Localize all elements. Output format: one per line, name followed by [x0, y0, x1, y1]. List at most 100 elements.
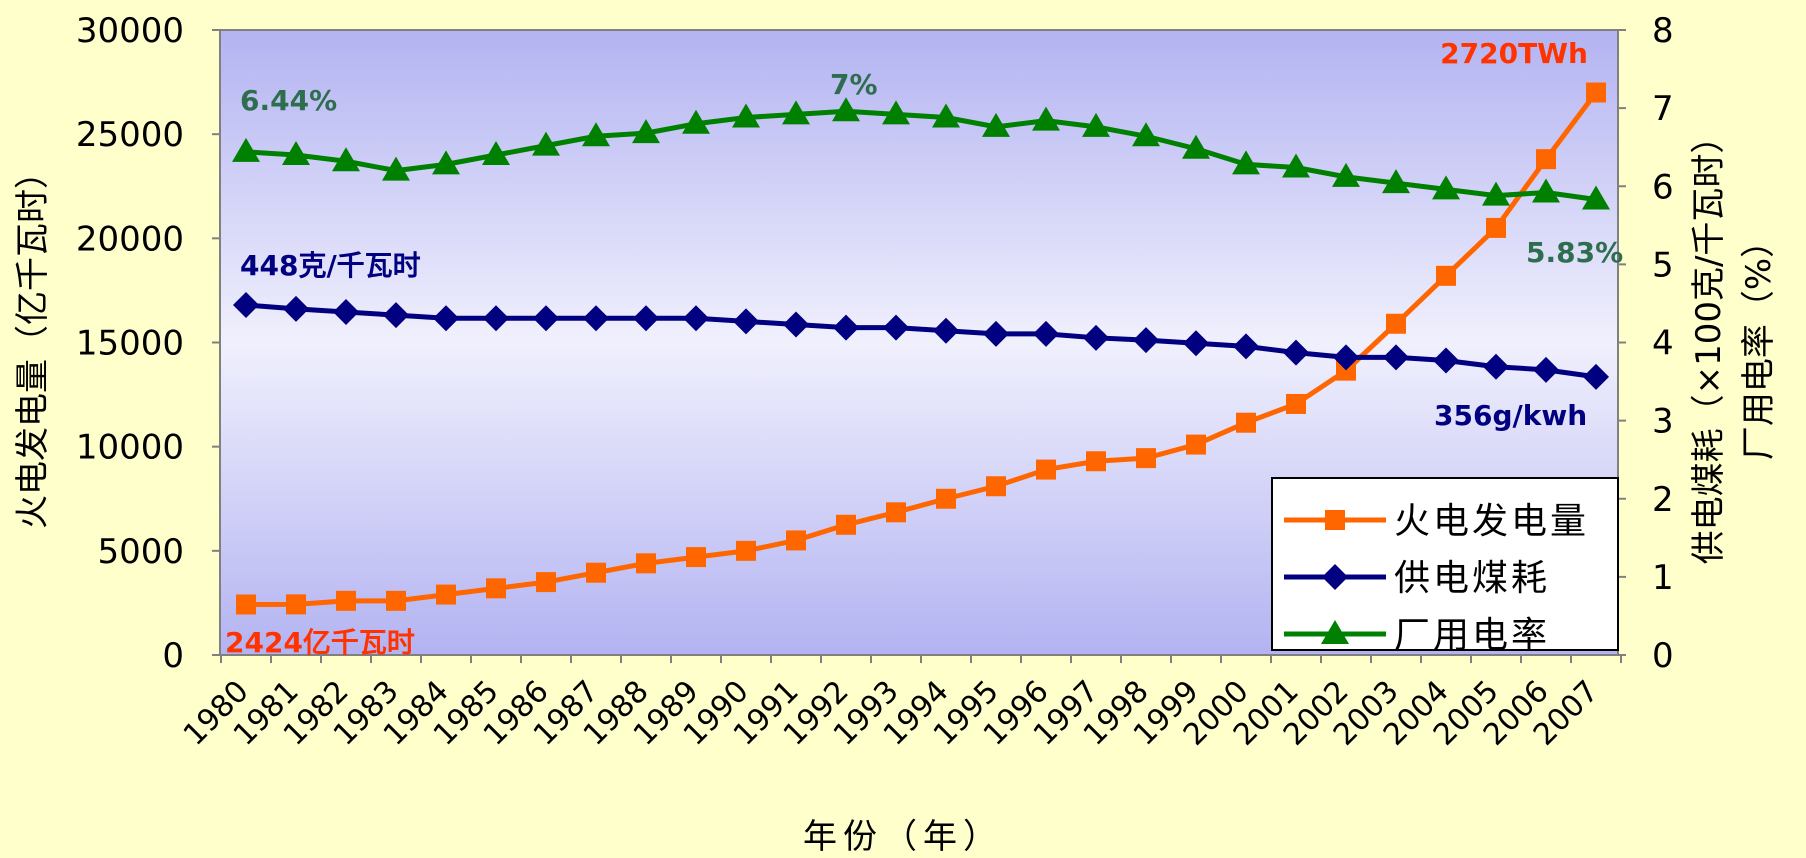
data-point [782, 100, 810, 125]
data-point [1386, 313, 1406, 334]
data-point [633, 305, 659, 332]
data-point [583, 305, 609, 332]
data-point [1232, 150, 1260, 175]
y-right-tick-label: 7 [1652, 89, 1674, 129]
data-point [836, 514, 856, 535]
data-point [283, 295, 309, 322]
annotation-layer: 6.44% 7% 5.83% 448克/千瓦时 356g/kwh 2424亿千瓦时 2720… [225, 37, 1623, 659]
data-point [483, 305, 509, 332]
data-point [432, 150, 460, 175]
data-point [1582, 185, 1610, 210]
data-point [1533, 356, 1559, 383]
annotation-label: 356g/kwh [1434, 399, 1587, 432]
data-point [833, 314, 859, 341]
data-point [1286, 393, 1306, 414]
data-point [233, 292, 259, 318]
data-point [1536, 149, 1556, 170]
y-left-tick-label: 30000 [76, 11, 184, 51]
data-point [1086, 451, 1106, 472]
y-left-tick-label: 5000 [97, 532, 184, 572]
data-point [1283, 339, 1309, 366]
data-point [1383, 344, 1409, 371]
data-point [486, 578, 506, 599]
data-point [1532, 178, 1560, 203]
data-point [1483, 353, 1509, 380]
series-triangle [232, 97, 1610, 210]
data-point [982, 112, 1010, 137]
data-point [482, 141, 510, 165]
axes: 1980198119821983198419851986198719881989… [13, 11, 1779, 857]
data-point [936, 488, 956, 509]
series-line [245, 302, 1597, 380]
data-point [1132, 122, 1160, 147]
data-point [683, 305, 709, 332]
data-point [1233, 333, 1259, 360]
data-point [632, 119, 660, 144]
data-point [682, 109, 710, 134]
data-point [1236, 412, 1256, 433]
data-point [236, 594, 256, 615]
data-point [686, 547, 706, 568]
data-point [786, 530, 806, 551]
data-point [232, 137, 260, 162]
data-point [1136, 448, 1156, 469]
data-point [532, 131, 560, 156]
y-left-axis-title: 火电发电量（亿千瓦时） [13, 155, 53, 529]
data-point [1186, 434, 1206, 455]
data-point [886, 502, 906, 523]
data-point [1083, 324, 1109, 351]
data-point [1333, 344, 1359, 371]
legend-label: 火电发电量 [1394, 501, 1589, 542]
data-point [1586, 82, 1606, 103]
y-right-tick-label: 8 [1652, 11, 1674, 51]
data-point [933, 317, 959, 344]
legend-label: 厂用电率 [1394, 615, 1550, 656]
data-point [1482, 181, 1510, 206]
data-point [1332, 162, 1360, 187]
data-point [1432, 175, 1460, 200]
data-point [586, 562, 606, 583]
annotation-label: 7% [830, 68, 878, 101]
y-right-tick-label: 2 [1652, 480, 1674, 520]
data-point [1133, 327, 1159, 354]
data-point [1486, 217, 1506, 238]
data-point [336, 590, 356, 611]
data-point [433, 305, 459, 332]
data-point [386, 590, 406, 611]
data-point [1436, 265, 1456, 286]
y-right-axis-title: 供电煤耗（×100克/千瓦时） 厂用电率（%） [1689, 120, 1779, 565]
y-left-tick-label: 25000 [76, 115, 184, 155]
data-point [783, 311, 809, 338]
annotation-label: 6.44% [240, 84, 337, 117]
data-point [1082, 112, 1110, 137]
data-point [533, 305, 559, 332]
legend-marker [1322, 564, 1348, 590]
y-left-tick-label: 20000 [76, 219, 184, 259]
y-left-tick-label: 0 [162, 636, 184, 676]
series-layer [232, 82, 1610, 615]
y-right-tick-label: 3 [1652, 402, 1674, 442]
data-point [436, 584, 456, 605]
data-point [736, 540, 756, 561]
data-point [1583, 363, 1609, 390]
data-point [986, 476, 1006, 497]
series-line [245, 108, 1597, 203]
data-point [333, 299, 359, 326]
data-point [282, 141, 310, 165]
data-point [883, 314, 909, 341]
data-point [1282, 153, 1310, 178]
data-point [733, 308, 759, 335]
data-point [832, 97, 860, 122]
annotation-label: 5.83% [1526, 236, 1623, 269]
data-point [382, 156, 410, 181]
data-point [332, 147, 360, 172]
data-point [1433, 347, 1459, 374]
series-diamond [233, 292, 1609, 390]
data-point [1382, 169, 1410, 194]
data-point [286, 594, 306, 615]
y-left-tick-label: 10000 [76, 428, 184, 468]
data-point [536, 572, 556, 593]
data-point [882, 100, 910, 125]
